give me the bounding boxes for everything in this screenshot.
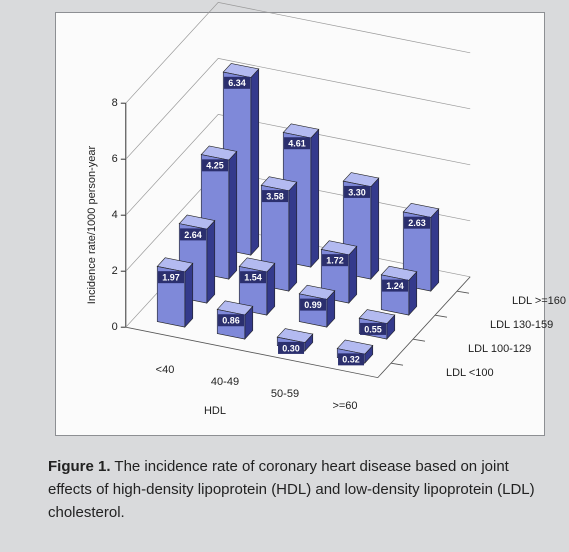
value-label-box <box>158 271 185 284</box>
legend-label: LDL 130-159 <box>490 319 553 331</box>
bar-side <box>370 177 380 280</box>
value-label: 1.97 <box>162 273 180 283</box>
value-label-box <box>338 353 365 366</box>
value-label-box <box>404 216 431 229</box>
value-label: 0.99 <box>304 300 322 310</box>
bar-3d: 1.97 <box>156 257 194 328</box>
bar-side <box>430 208 440 292</box>
x-tick-label: 50-59 <box>271 388 299 400</box>
depth-tick <box>456 290 470 294</box>
grid-line <box>125 2 471 104</box>
value-label: 1.54 <box>244 273 262 283</box>
depth-tick <box>412 338 426 342</box>
bar-side <box>228 150 238 280</box>
bar-3d: 1.54 <box>238 257 276 316</box>
value-label-box <box>284 137 311 150</box>
x-tick-label: >=60 <box>332 400 357 412</box>
y-tick-label: 2 <box>112 265 118 277</box>
bar-3d: 0.99 <box>298 284 336 328</box>
value-label-box <box>360 322 387 335</box>
value-label: 0.30 <box>282 343 300 353</box>
bar-3d: 1.24 <box>380 265 418 316</box>
value-label: 3.30 <box>348 187 366 197</box>
value-label-box <box>278 341 305 354</box>
bar-side <box>184 262 194 328</box>
value-label-box <box>344 185 371 198</box>
x-tick-label: 40-49 <box>211 376 239 388</box>
value-label: 1.24 <box>386 281 404 291</box>
figure-caption: Figure 1. The incidence rate of coronary… <box>48 455 553 524</box>
bar-3d: 0.55 <box>358 309 396 340</box>
value-label: 3.58 <box>266 191 284 201</box>
value-label: 1.72 <box>326 256 344 266</box>
value-label-box <box>240 271 267 284</box>
legend-label: LDL <100 <box>446 367 494 379</box>
y-tick-label: 4 <box>112 209 118 221</box>
value-label: 2.64 <box>184 230 202 240</box>
y-tick-label: 8 <box>112 97 118 109</box>
value-label-box <box>300 298 327 311</box>
bar-side <box>348 245 358 304</box>
value-label: 0.55 <box>364 324 382 334</box>
value-label: 4.61 <box>288 139 306 149</box>
value-label-box <box>202 159 229 172</box>
bar-side <box>250 68 260 256</box>
caption-label: Figure 1. <box>48 458 111 475</box>
bar-side <box>206 219 216 304</box>
grid-line <box>125 114 471 216</box>
value-label-box <box>224 76 251 89</box>
value-label-box <box>322 254 349 267</box>
value-label-box <box>218 314 245 327</box>
value-label-box <box>180 228 207 241</box>
value-label-box <box>382 279 409 292</box>
value-label-box <box>262 190 289 203</box>
value-label: 4.25 <box>206 161 224 171</box>
value-label: 2.63 <box>408 218 426 228</box>
bar-3d: 0.86 <box>216 300 254 340</box>
bar-side <box>288 181 298 292</box>
y-tick-label: 0 <box>112 321 118 333</box>
y-axis-title: Incidence rate/1000 person-year <box>86 145 98 304</box>
legend-label: LDL >=160 <box>512 295 566 307</box>
caption-text: The incidence rate of coronary heart dis… <box>48 458 535 521</box>
y-tick-label: 6 <box>112 153 118 165</box>
x-tick-label: <40 <box>156 364 175 376</box>
bar-side <box>310 128 320 268</box>
grid-line <box>125 58 471 160</box>
legend-label: LDL 100-129 <box>468 343 531 355</box>
value-label: 0.86 <box>222 316 240 326</box>
value-label: 0.32 <box>342 355 360 365</box>
depth-tick <box>390 362 404 366</box>
value-label: 6.34 <box>228 78 246 88</box>
x-axis-title: HDL <box>204 405 226 417</box>
bar-3d: 0.30 <box>276 328 314 354</box>
bar-3d: 0.32 <box>336 339 374 366</box>
floor-edge <box>125 276 471 379</box>
depth-tick <box>434 314 448 318</box>
chart: Incidence rate/1000 person-year HDL 0 2 4 6… <box>86 2 566 417</box>
